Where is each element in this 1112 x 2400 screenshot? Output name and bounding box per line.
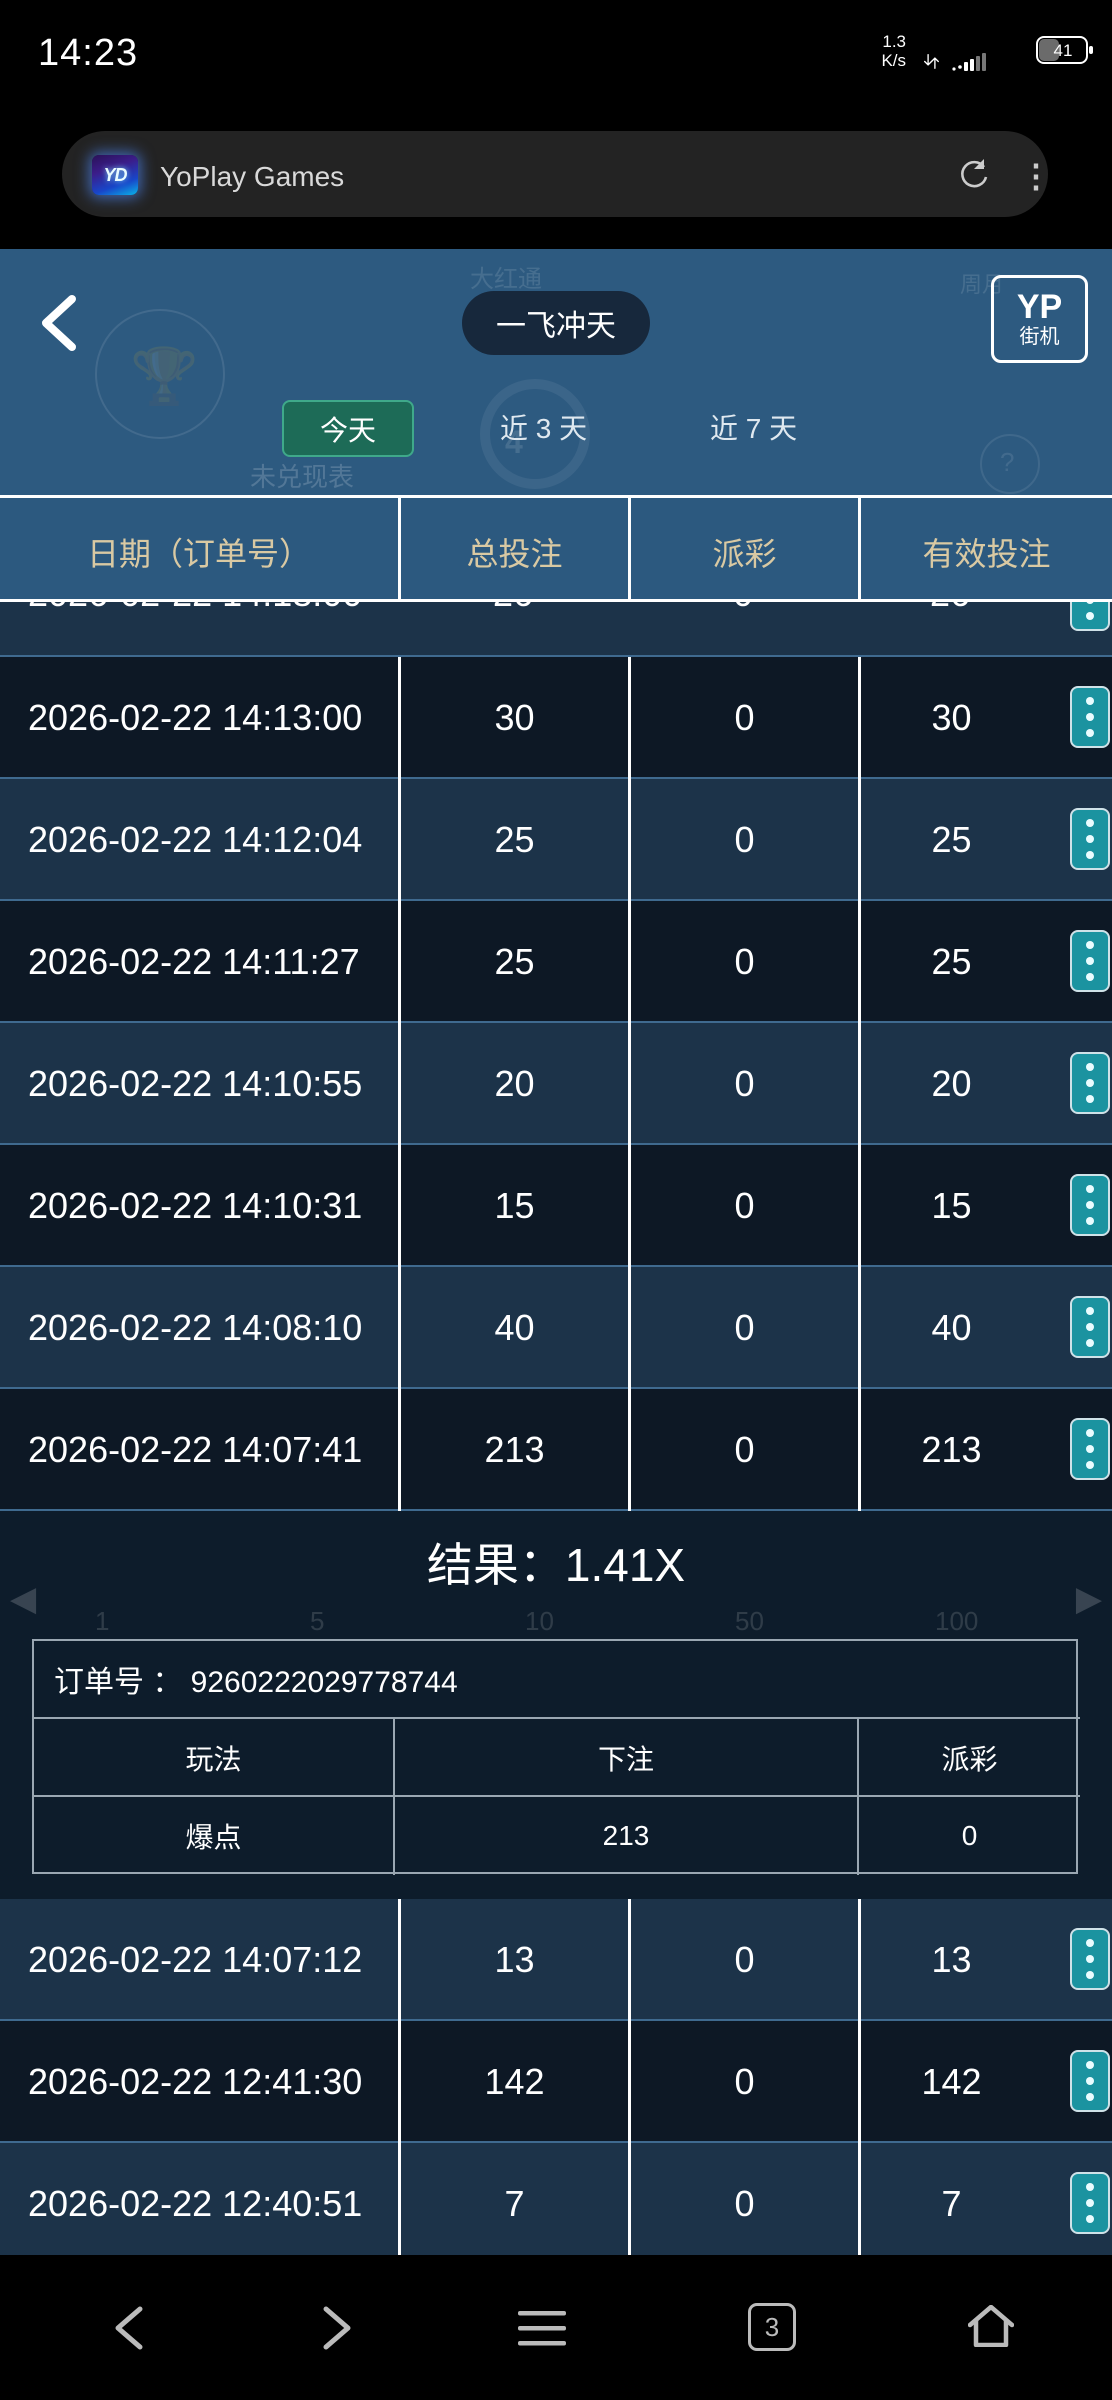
svg-text:41: 41 <box>1054 41 1073 60</box>
